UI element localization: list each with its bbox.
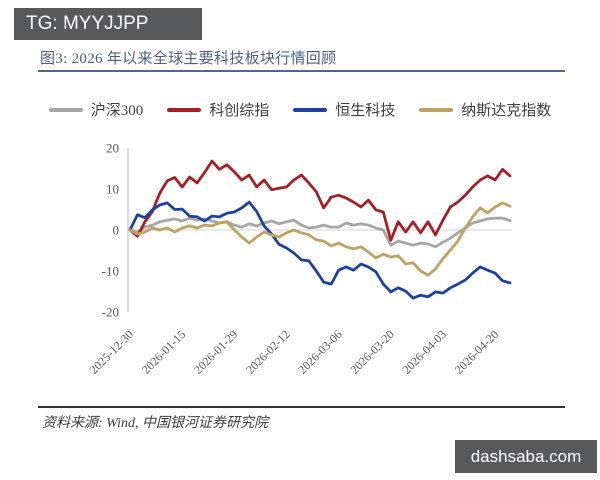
line-chart-canvas: 20 10 0 -10 -20 2025-12-30 2026-01-15 2026-01-2… xyxy=(87,141,512,377)
legend-item-nasdaq: 纳斯达克指数 xyxy=(419,99,551,120)
figure-bottom-rule xyxy=(38,406,565,408)
svg-text:2026-01-15: 2026-01-15 xyxy=(139,327,188,376)
svg-text:2026-03-20: 2026-03-20 xyxy=(347,327,396,376)
line-chart: 20 10 0 -10 -20 2025-12-30 2026-01-15 2026-01-2… xyxy=(0,135,600,407)
chart-legend: 沪深300 科创综指 恒生科技 纳斯达克指数 xyxy=(0,99,600,120)
svg-text:2025-12-30: 2025-12-30 xyxy=(87,327,136,376)
legend-label: 沪深300 xyxy=(90,103,144,119)
svg-text:-20: -20 xyxy=(102,305,119,320)
svg-text:2026-02-12: 2026-02-12 xyxy=(243,327,292,376)
svg-text:2026-03-06: 2026-03-06 xyxy=(295,327,344,376)
svg-text:20: 20 xyxy=(106,141,119,156)
watermark-badge-top-label: TG: MYYJJPP xyxy=(26,13,149,34)
figure-title: 图3: 2026 年以来全球主要科技板块行情回顾 xyxy=(40,51,337,67)
legend-line-swatch xyxy=(48,107,83,112)
legend-item-hs300: 沪深300 xyxy=(48,99,144,120)
svg-text:2026-04-20: 2026-04-20 xyxy=(452,327,501,376)
legend-item-star-composite: 科创综指 xyxy=(167,99,269,120)
legend-line-swatch xyxy=(293,107,328,112)
watermark-badge-top: TG: MYYJJPP xyxy=(14,8,202,40)
legend-label: 纳斯达克指数 xyxy=(461,103,552,119)
svg-text:2026-04-03: 2026-04-03 xyxy=(400,327,449,376)
svg-text:0: 0 xyxy=(113,223,120,238)
title-underline xyxy=(38,70,565,72)
svg-text:2026-01-29: 2026-01-29 xyxy=(191,327,240,376)
legend-item-hstech: 恒生科技 xyxy=(293,99,395,120)
svg-text:10: 10 xyxy=(106,182,119,197)
legend-line-swatch xyxy=(419,107,454,112)
svg-text:-10: -10 xyxy=(102,264,119,279)
legend-label: 科创综指 xyxy=(209,103,270,119)
legend-line-swatch xyxy=(167,107,202,112)
watermark-badge-bottom: dashsaba.com xyxy=(455,440,597,473)
watermark-badge-bottom-label: dashsaba.com xyxy=(470,446,582,466)
legend-label: 恒生科技 xyxy=(335,103,396,119)
source-note: 资料来源: Wind, 中国银河证券研究院 xyxy=(42,416,268,431)
